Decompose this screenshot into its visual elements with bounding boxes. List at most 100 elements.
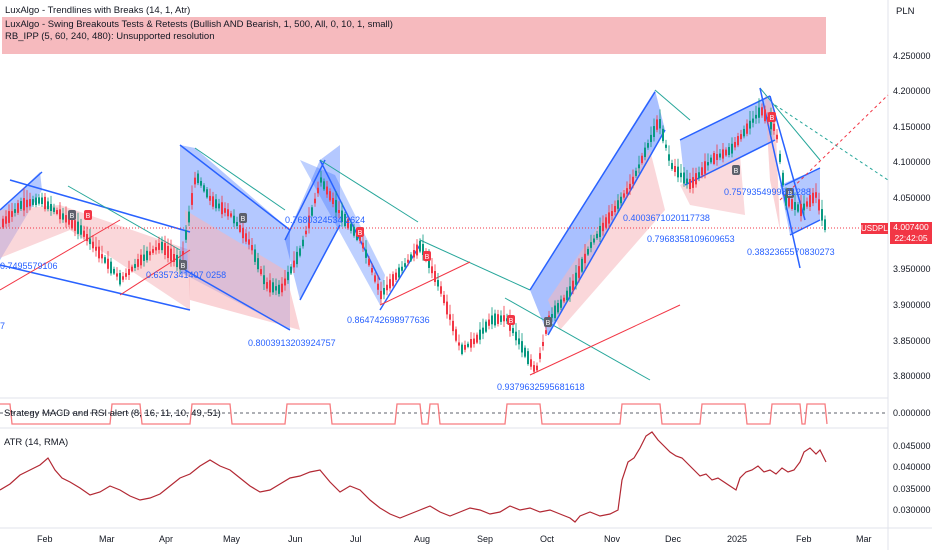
signal-marker-box [786, 188, 794, 198]
candle-body [686, 178, 688, 184]
time-axis-label: Sep [477, 534, 494, 544]
candle-body [737, 136, 739, 146]
candle-body [485, 321, 487, 332]
candle-body [134, 264, 136, 268]
candle-body [278, 284, 280, 294]
candle-body [209, 195, 211, 201]
candle-body [635, 170, 637, 176]
legend-trendlines[interactable]: LuxAlgo - Trendlines with Breaks (14, 1,… [5, 5, 191, 16]
candle-body [62, 213, 64, 220]
candle-body [614, 205, 616, 213]
candle-body [101, 254, 103, 259]
candle-body [113, 268, 115, 274]
candle-body [668, 154, 670, 161]
atr-line [0, 431, 827, 523]
strategy-pane-title[interactable]: Strategy MACD and RSI alert (8, 16, 11, … [4, 408, 221, 419]
signal-marker-label: B [509, 318, 514, 325]
signal-marker-label: B [86, 213, 91, 220]
strategy-line [0, 403, 888, 425]
candle-body [467, 343, 469, 347]
candle-body [377, 283, 379, 290]
candle-body [164, 243, 166, 255]
candle-body [44, 196, 46, 210]
candle-body [392, 274, 394, 286]
candle-body [56, 210, 58, 214]
candle-body [167, 245, 169, 259]
candle-body [149, 251, 151, 256]
time-axis-label: 2025 [727, 534, 748, 544]
candle-body [521, 341, 523, 353]
candle-body [206, 189, 208, 198]
candle-body [794, 202, 796, 210]
time-axis-label: Aug [414, 534, 431, 544]
candle-body [245, 233, 247, 242]
candle-body [584, 253, 586, 264]
candle-body [530, 359, 532, 367]
candle-body [194, 177, 196, 185]
candle-body [812, 192, 814, 204]
fib-label: 0.3832365570830273 [747, 247, 835, 257]
candle-body [41, 197, 43, 205]
signal-marker-box [68, 210, 76, 220]
candle-body [170, 248, 172, 262]
candle-body [473, 338, 475, 345]
candle-body [314, 198, 316, 204]
candle-body [713, 153, 715, 164]
legend-rb-ipp[interactable]: RB_IPP (5, 60, 240, 480): Unsupported re… [5, 31, 215, 42]
candle-body [344, 213, 346, 227]
candle-body [449, 314, 451, 320]
candle-body [575, 272, 577, 285]
signal-marker-label: B [425, 254, 430, 261]
candle-body [404, 263, 406, 267]
atr-pane-title[interactable]: ATR (14, RMA) [4, 437, 69, 448]
time-axis-label: Mar [856, 534, 872, 544]
candle-body [215, 199, 217, 209]
candle-body [815, 192, 817, 198]
candle-body [14, 209, 16, 213]
fib-label: 0.6357341407 0258 [146, 270, 227, 280]
candle-body [677, 166, 679, 178]
last-price: 4.007400 [893, 222, 929, 232]
candle-body [761, 107, 763, 116]
candle-body [599, 225, 601, 238]
candle-body [338, 209, 340, 214]
candle-body [95, 246, 97, 251]
candle-body [224, 208, 226, 213]
candle-body [749, 120, 751, 129]
candle-body [281, 283, 283, 293]
candle-body [704, 161, 706, 174]
candle-body [581, 258, 583, 272]
candle-body [248, 239, 250, 245]
currency-label[interactable]: PLN [896, 6, 915, 17]
candle-body [266, 282, 268, 289]
candle-body [722, 149, 724, 159]
candle-body [299, 248, 301, 256]
candle-body [569, 286, 571, 297]
candle-body [152, 249, 154, 253]
candle-body [671, 163, 673, 169]
candle-body [398, 267, 400, 278]
candle-body [590, 242, 592, 248]
trend-lines [0, 87, 889, 381]
candle-body [683, 172, 685, 184]
candle-body [560, 299, 562, 308]
candle-body [26, 199, 28, 208]
candle-body [437, 280, 439, 287]
candle-body [359, 236, 361, 241]
candle-body [155, 247, 157, 251]
fib-label: 7 [0, 321, 6, 331]
candle-body [254, 249, 256, 262]
candle-body [326, 186, 328, 195]
candle-body [452, 320, 454, 332]
candle-body [578, 266, 580, 278]
candle-body [440, 286, 442, 294]
candle-body [689, 178, 691, 190]
symbol-tag: USDPLN [861, 223, 894, 234]
candle-body [716, 154, 718, 160]
candle-body [50, 203, 52, 212]
fib-label: 0.864742698977636 [347, 315, 430, 325]
signal-marker-box [239, 213, 247, 223]
candle-body [107, 258, 109, 269]
legend-swing-breakouts[interactable]: LuxAlgo - Swing Breakouts Tests & Retest… [5, 19, 393, 30]
